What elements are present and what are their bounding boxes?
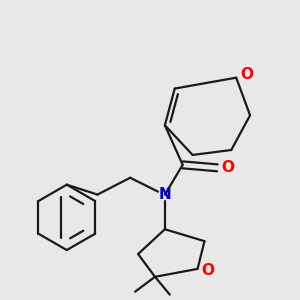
Text: O: O	[240, 67, 253, 82]
Text: N: N	[158, 187, 171, 202]
Text: O: O	[202, 263, 214, 278]
Text: O: O	[221, 160, 234, 175]
